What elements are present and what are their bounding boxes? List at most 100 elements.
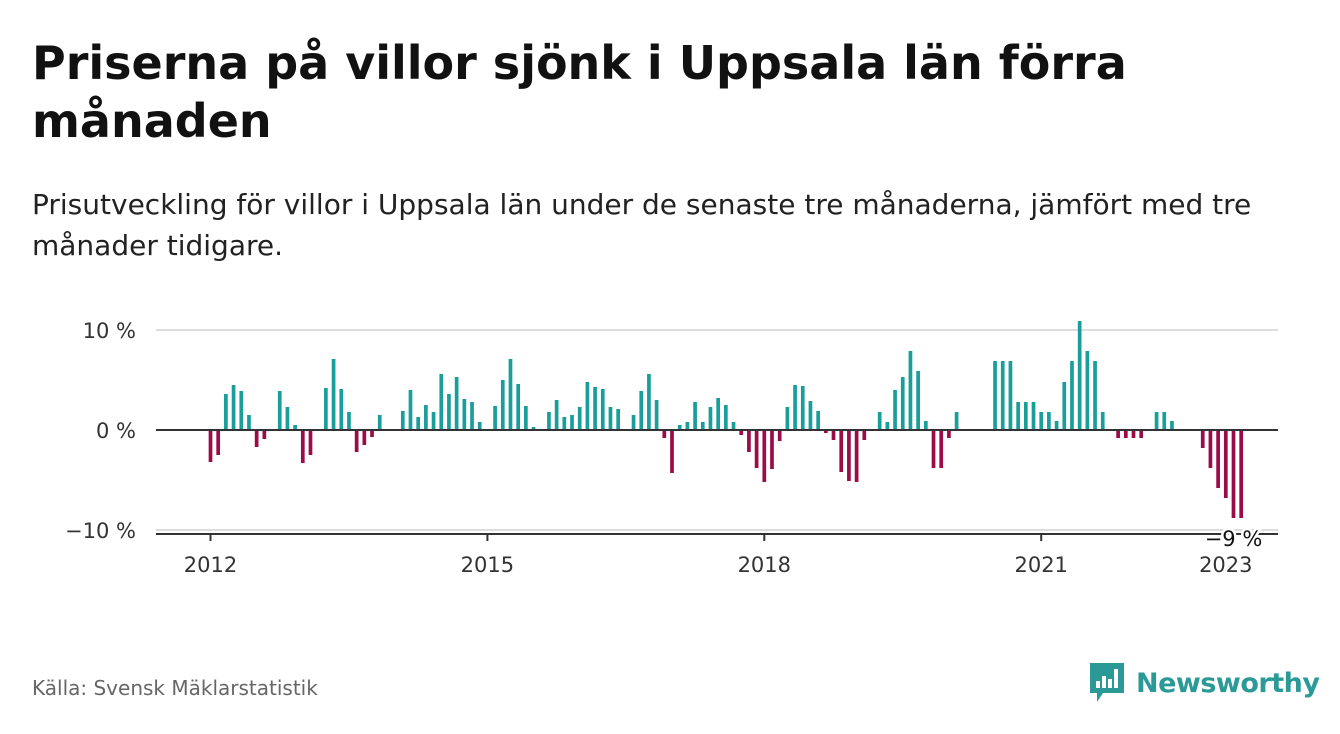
bar [400, 411, 405, 430]
bars [208, 321, 1244, 518]
bar [293, 425, 297, 430]
bar [693, 402, 697, 430]
bar [300, 430, 305, 463]
bar [893, 390, 897, 430]
bar [216, 430, 221, 455]
source-note: Källa: Svensk Mäklarstatistik [32, 676, 318, 700]
bar [1016, 402, 1020, 430]
bar [670, 430, 674, 473]
bar [900, 377, 905, 430]
bar [1123, 430, 1128, 438]
bar [1223, 430, 1228, 498]
bar [854, 430, 859, 482]
bar [1070, 361, 1074, 430]
bar [531, 427, 536, 430]
bar [793, 385, 797, 430]
bar [308, 430, 313, 455]
bar [723, 405, 728, 430]
bar [1100, 412, 1105, 430]
bar [577, 407, 582, 430]
bar [470, 402, 474, 430]
bar [362, 430, 367, 445]
bar [593, 387, 597, 430]
bar [447, 394, 451, 430]
bar-chart: 10 % 0 % −10 % 2012 2015 2018 2021 2023 −9 % [65, 319, 1278, 577]
annotations: −9 % [1202, 525, 1265, 554]
chart-subtitle: Prisutveckling för villor i Uppsala län … [32, 188, 1252, 262]
bar [608, 407, 613, 430]
bar [331, 359, 336, 430]
bar [1023, 402, 1028, 430]
bar [354, 430, 359, 452]
bar [647, 374, 651, 430]
bar [739, 430, 744, 435]
bar [831, 430, 836, 440]
bar [800, 386, 805, 430]
bar [424, 405, 428, 430]
bar [370, 430, 374, 437]
bar [685, 422, 690, 430]
bar [516, 384, 521, 430]
bar [231, 385, 236, 430]
bar [939, 430, 944, 468]
bar [931, 430, 936, 468]
x-tick-label: 2018 [738, 553, 791, 577]
bar [1039, 412, 1044, 430]
bar [431, 412, 436, 430]
bar [562, 417, 567, 430]
bar [277, 391, 282, 430]
bar [1047, 412, 1051, 430]
bar [839, 430, 844, 472]
y-tick-label: 0 % [96, 419, 136, 443]
bar [731, 422, 736, 430]
axes [156, 429, 1278, 541]
bar [1077, 321, 1082, 430]
brand-name: Newsworthy [1136, 667, 1320, 699]
bar [1131, 430, 1136, 438]
bar [823, 430, 828, 433]
bar [347, 412, 351, 430]
bar [324, 388, 328, 430]
bar [1139, 430, 1144, 438]
bar [416, 417, 421, 430]
bar [500, 380, 505, 430]
bar [1162, 412, 1167, 430]
bar [770, 430, 774, 469]
bar [662, 430, 667, 438]
bar [262, 430, 267, 439]
bar [1085, 351, 1090, 430]
bar [462, 399, 467, 430]
bar [1170, 421, 1174, 430]
bar [585, 382, 590, 430]
bar [600, 389, 605, 430]
bar [208, 430, 213, 462]
bar [454, 377, 459, 430]
bar [1154, 412, 1159, 430]
bar [862, 430, 867, 440]
bar [1008, 361, 1013, 430]
y-axis-labels: 10 % 0 % −10 % [65, 319, 136, 543]
bar [1200, 430, 1205, 448]
bar [747, 430, 751, 452]
bar [885, 422, 890, 430]
chart-title: Priserna på villor sjönk i Uppsala län f… [32, 36, 1127, 148]
bar [570, 415, 574, 430]
bar [639, 391, 644, 430]
bar [1208, 430, 1213, 468]
gridlines [156, 329, 1278, 531]
bar [477, 422, 482, 430]
bar [1093, 361, 1097, 430]
bar [716, 398, 720, 430]
bar [239, 391, 244, 430]
x-tick-label: 2023 [1199, 553, 1252, 577]
bar [816, 411, 820, 430]
bar [547, 412, 551, 430]
bar [1116, 430, 1120, 438]
bar [1000, 361, 1005, 430]
bar [908, 351, 913, 430]
bar [700, 422, 705, 430]
x-tick-label: 2012 [184, 553, 237, 577]
y-tick-label: −10 % [65, 519, 136, 543]
bar [493, 406, 497, 430]
bar [923, 421, 928, 430]
